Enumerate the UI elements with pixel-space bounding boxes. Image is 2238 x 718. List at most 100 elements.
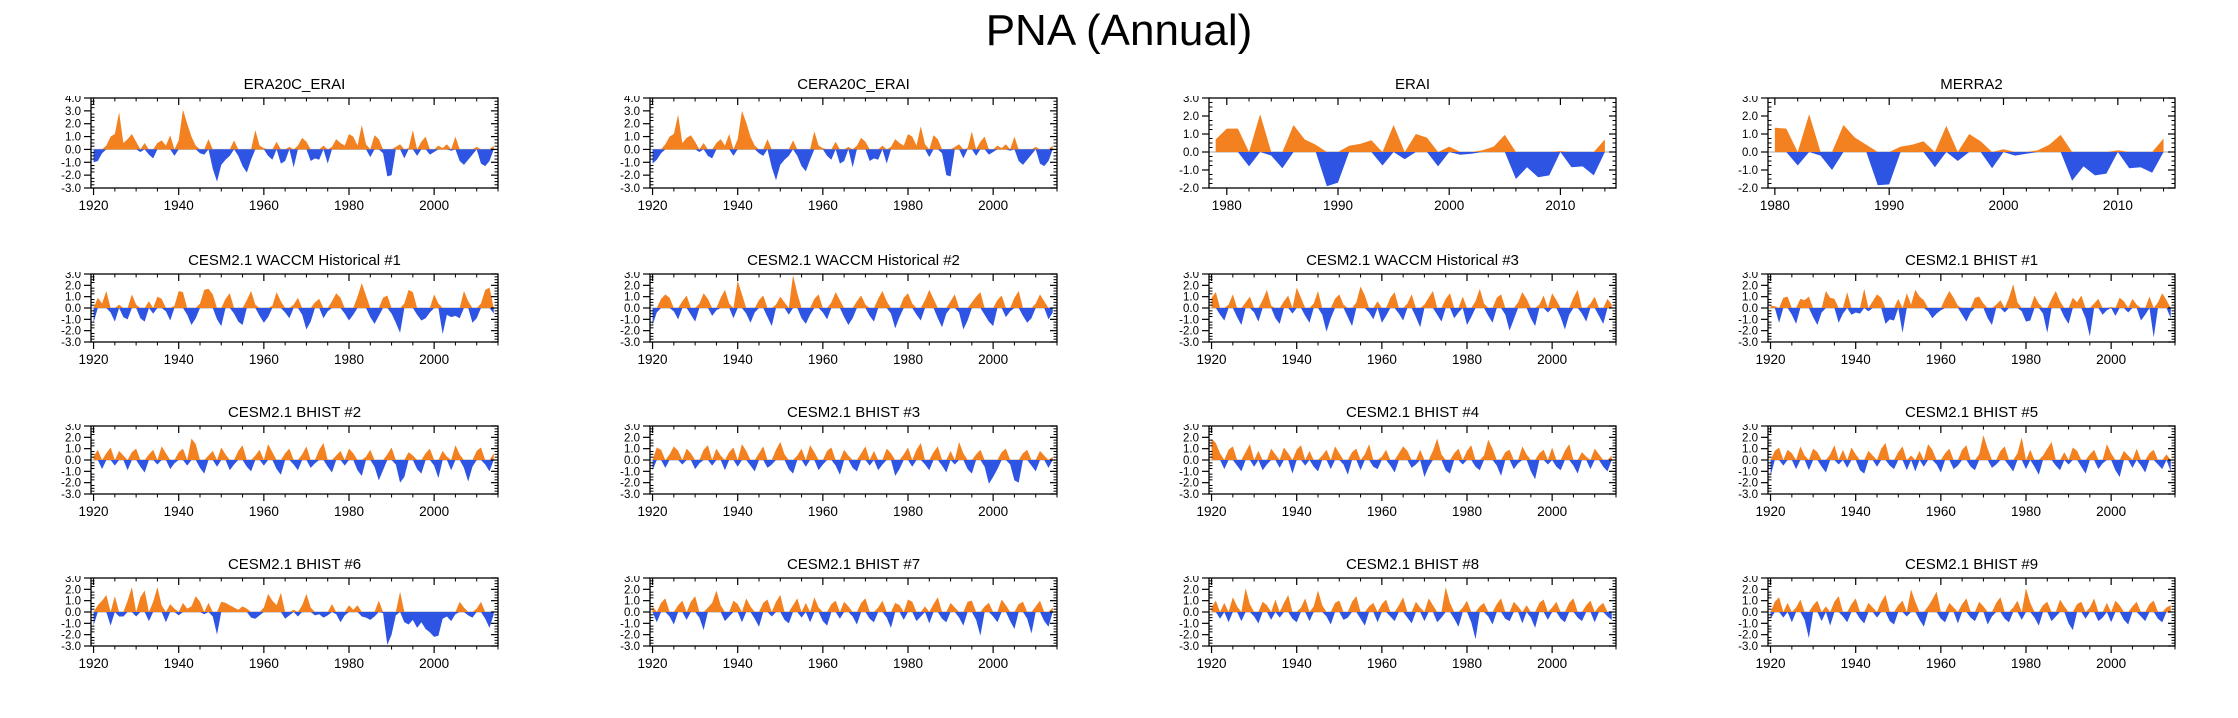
y-axis-tick-label: -1.0 (61, 618, 81, 630)
page-title: PNA (Annual) (985, 6, 1253, 55)
panel-title: CERA20C_ERAI (797, 76, 910, 93)
x-axis-tick-label: 1920 (638, 504, 668, 519)
y-axis-tick-label: 3.0 (65, 424, 81, 433)
x-axis-tick-label: 1960 (808, 504, 838, 519)
y-axis-tick-label: -1.0 (620, 618, 640, 630)
y-axis-tick-label: -3.0 (1179, 337, 1199, 349)
y-axis-tick-label: -2.0 (620, 478, 640, 490)
positive-area (1211, 438, 1612, 460)
positive-area (93, 587, 494, 612)
y-axis-tick-label: 3.0 (65, 576, 81, 585)
y-axis-tick-label: 3.0 (1742, 272, 1758, 281)
y-axis-tick-label: -1.0 (61, 157, 81, 169)
negative-area (1211, 612, 1612, 640)
panel-cesm21-bhist-5: CESM2.1 BHIST #5 1920 1940 1960 1980 2000 -3.0… (1678, 402, 2237, 528)
x-axis-tick-label: 2000 (419, 198, 449, 213)
y-axis-tick-label: -2.0 (61, 170, 81, 182)
x-axis-tick-label: 2010 (2103, 198, 2133, 213)
y-axis-tick-label: -1.0 (1179, 466, 1199, 478)
x-axis-tick-label: 1940 (723, 198, 753, 213)
y-axis-tick-label: -1.0 (1738, 618, 1758, 630)
panel-cesm21-bhist-4: CESM2.1 BHIST #4 1920 1940 1960 1980 2000 -3.0… (1119, 402, 1678, 528)
positive-area (1211, 587, 1612, 612)
x-axis-tick-label: 1940 (1282, 504, 1312, 519)
x-axis-tick-label: 1980 (1452, 352, 1482, 367)
panel-cesm21-bhist-2: CESM2.1 BHIST #2 1920 1940 1960 1980 2000 -3.0… (1, 402, 560, 528)
panel-cesm21-waccm-historical-1: CESM2.1 WACCM Historical #1 1920 1940 1960 1… (1, 250, 560, 376)
y-axis-tick-label: -2.0 (1738, 326, 1758, 338)
x-axis-tick-label: 1920 (638, 198, 668, 213)
x-axis-tick-label: 1960 (249, 656, 279, 671)
panel-plot: 1920 1940 1960 1980 2000 -3.0-2.0-1.00.01.02.… (620, 424, 1058, 519)
y-axis-tick-label: -2.0 (1179, 183, 1199, 195)
y-axis-tick-label: 1.0 (1742, 596, 1758, 608)
panel-era20c-erai: ERA20C_ERAI 1920 1940 1960 1980 2000 -3.0 -2.0-… (1, 74, 560, 224)
y-axis-tick-label: -2.0 (620, 170, 640, 182)
panel-title: CESM2.1 BHIST #1 (1904, 252, 2039, 269)
x-axis-tick-label: 2000 (2096, 352, 2126, 367)
y-axis-tick-label: 3.0 (65, 106, 81, 118)
negative-area (1770, 612, 2171, 639)
y-axis-tick-label: 3.0 (624, 272, 640, 281)
y-axis-tick-label: 0.0 (624, 455, 640, 467)
y-axis-tick-label: 3.0 (624, 424, 640, 433)
panel-plot: 1920 1940 1960 1980 2000 -3.0-2.0-1.00.01.02.… (620, 576, 1058, 671)
x-axis-tick-label: 2000 (419, 504, 449, 519)
x-axis-tick-label: 2000 (2096, 504, 2126, 519)
y-axis-tick-label: 2.0 (624, 584, 640, 596)
panel-title: CESM2.1 BHIST #3 (786, 404, 921, 421)
panel-plot: 1920 1940 1960 1980 2000 -3.0-2.0-1.00.01.02.… (1179, 576, 1617, 671)
x-axis-tick-label: 2000 (978, 198, 1008, 213)
x-axis-tick-label: 1940 (1282, 352, 1312, 367)
y-axis-tick-label: -1.0 (61, 466, 81, 478)
y-axis-tick-label: -2.0 (1738, 630, 1758, 642)
y-axis-tick-label: -1.0 (1179, 618, 1199, 630)
y-axis-tick-label: 3.0 (1183, 96, 1199, 105)
y-axis-tick-label: -2.0 (1738, 183, 1758, 195)
x-axis-tick-label: 1940 (723, 656, 753, 671)
y-axis-tick-label: 0.0 (65, 607, 81, 619)
y-axis-tick-label: 3.0 (1183, 272, 1199, 281)
y-axis-tick-label: 3.0 (65, 272, 81, 281)
negative-area (93, 308, 494, 335)
x-axis-tick-label: 1960 (1367, 504, 1397, 519)
panel-title: CESM2.1 WACCM Historical #2 (747, 252, 960, 269)
y-axis-tick-label: 1.0 (1183, 129, 1199, 141)
y-axis-tick-label: 1.0 (65, 596, 81, 608)
x-axis-tick-label: 1920 (79, 504, 109, 519)
y-axis-tick-label: 1.0 (65, 292, 81, 304)
y-axis-tick-label: 1.0 (1183, 292, 1199, 304)
y-axis-tick-label: 1.0 (1742, 129, 1758, 141)
y-axis-tick-label: -1.0 (620, 157, 640, 169)
panel-plot: 1920 1940 1960 1980 2000 -3.0-2.0-1.00.01.02.… (620, 96, 1058, 213)
positive-area (1774, 114, 2164, 152)
y-axis-tick-label: -2.0 (61, 630, 81, 642)
x-axis-tick-label: 1920 (79, 198, 109, 213)
y-axis-tick-label: 2.0 (1183, 584, 1199, 596)
x-axis-tick-label: 1980 (334, 352, 364, 367)
panel-cesm21-bhist-1: CESM2.1 BHIST #1 1920 1940 1960 1980 2000 -3.0… (1678, 250, 2237, 376)
x-axis-tick-label: 1920 (638, 656, 668, 671)
y-axis-tick-label: -2.0 (1179, 326, 1199, 338)
x-axis-tick-label: 1920 (638, 352, 668, 367)
y-axis-tick-label: 0.0 (1742, 455, 1758, 467)
x-axis-tick-label: 1960 (1926, 656, 1956, 671)
x-axis-tick-label: 1920 (1756, 504, 1786, 519)
panel-title: CESM2.1 WACCM Historical #1 (188, 252, 401, 269)
y-axis-tick-label: 1.0 (65, 444, 81, 456)
panel-title: CESM2.1 BHIST #5 (1904, 404, 2039, 421)
y-axis-tick-label: 2.0 (1742, 280, 1758, 292)
x-axis-tick-label: 1990 (1323, 198, 1353, 213)
panel-plot: 1920 1940 1960 1980 2000 -3.0-2.0-1.00.01.02.… (1179, 272, 1617, 367)
x-axis-tick-label: 1980 (2011, 656, 2041, 671)
x-axis-tick-label: 1960 (1367, 656, 1397, 671)
y-axis-tick-label: -1.0 (1738, 165, 1758, 177)
x-axis-tick-label: 1960 (249, 504, 279, 519)
panel-plot: 1980 1990 2000 2010 -2.0 -1.0 0.0 1.0 2.0 3.0 (1179, 96, 1617, 213)
negative-area (93, 612, 494, 645)
panel-cesm21-waccm-historical-3: CESM2.1 WACCM Historical #3 1920 1940 1960 1… (1119, 250, 1678, 376)
positive-area (1211, 286, 1612, 308)
y-axis-tick-label: 0.0 (1742, 607, 1758, 619)
negative-area (93, 460, 494, 483)
y-axis-tick-label: 2.0 (624, 280, 640, 292)
